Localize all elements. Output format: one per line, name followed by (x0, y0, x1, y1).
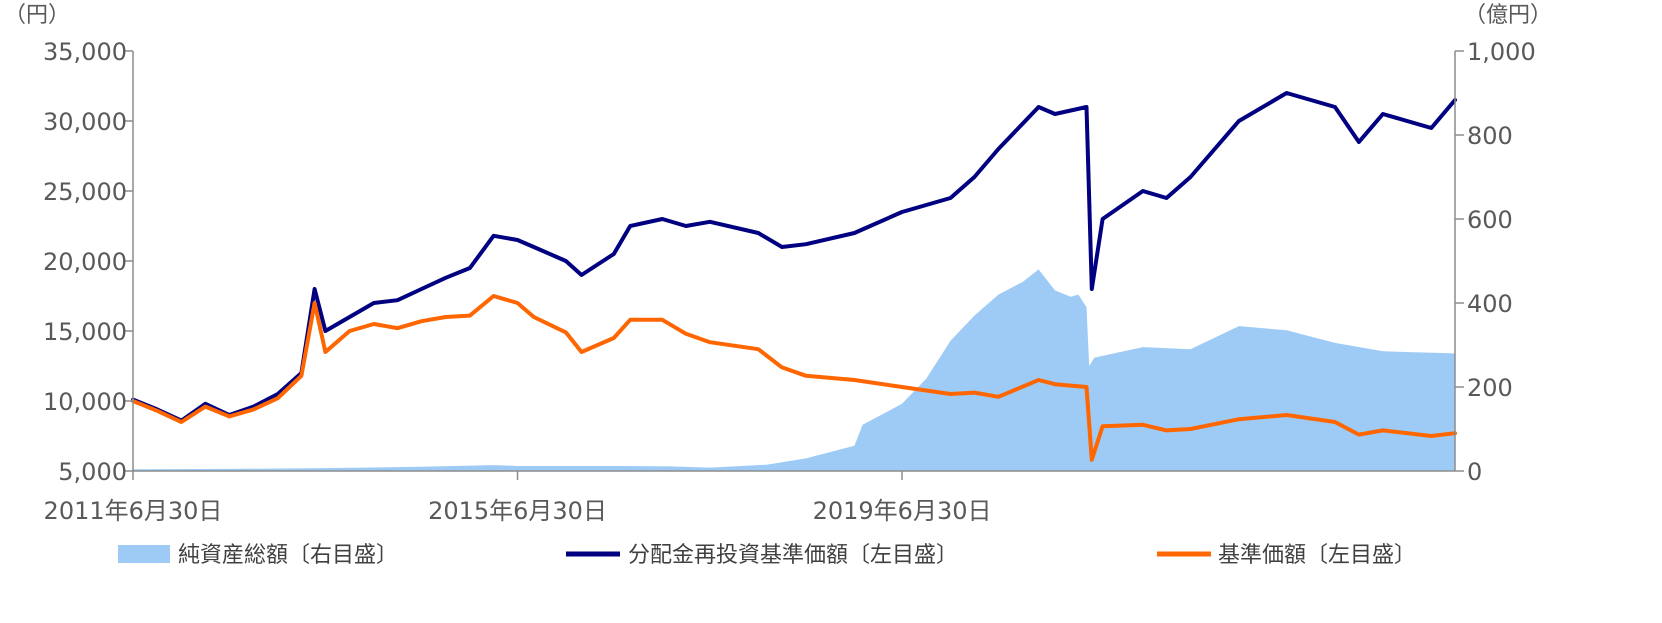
right-tick-label: 200 (1467, 374, 1513, 402)
right-tick-label: 1,000 (1467, 38, 1536, 66)
legend-item-nav: 基準価額〔左目盛〕 (1157, 543, 1416, 568)
series-line-nav (131, 294, 1457, 462)
right-tick-label: 0 (1467, 458, 1482, 486)
left-tick-label: 15,000 (43, 318, 127, 346)
series-line-reinvested-nav (131, 91, 1457, 423)
left-tick-label: 10,000 (43, 388, 127, 416)
area-layer (133, 269, 1455, 471)
left-tick-label: 30,000 (43, 108, 127, 136)
line-layer (131, 91, 1457, 462)
right-tick-label: 800 (1467, 122, 1513, 150)
x-axis: 2011年6月30日 2015年6月30日 2019年6月30日 (44, 470, 1455, 525)
x-tick-label: 2019年6月30日 (813, 497, 992, 525)
left-axis-unit: （円） (4, 3, 70, 28)
legend-label-reinvested-nav: 分配金再投資基準価額〔左目盛〕 (628, 543, 958, 568)
legend-label-net-assets: 純資産総額〔右目盛〕 (178, 543, 398, 568)
right-axis: （億円） 1,000 800 600 400 200 0 (1454, 3, 1552, 486)
legend-swatch-net-assets (118, 545, 170, 563)
legend-label-nav: 基準価額〔左目盛〕 (1218, 543, 1416, 568)
legend-item-net-assets: 純資産総額〔右目盛〕 (118, 543, 398, 568)
series-area-net-assets (133, 269, 1455, 471)
left-axis: （円） 35,000 30,000 25,000 20,000 15,000 10,000… (4, 3, 134, 486)
right-axis-unit: （億円） (1464, 3, 1552, 28)
left-tick-label: 20,000 (43, 248, 127, 276)
left-tick-label: 35,000 (43, 38, 127, 66)
legend: 純資産総額〔右目盛〕 分配金再投資基準価額〔左目盛〕 基準価額〔左目盛〕 (118, 543, 1416, 568)
right-tick-label: 400 (1467, 290, 1513, 318)
x-tick-label: 2011年6月30日 (44, 497, 223, 525)
left-tick-label: 5,000 (58, 458, 127, 486)
legend-item-reinvested-nav: 分配金再投資基準価額〔左目盛〕 (566, 543, 958, 568)
left-tick-label: 25,000 (43, 178, 127, 206)
right-tick-label: 600 (1467, 206, 1513, 234)
x-tick-label: 2015年6月30日 (428, 497, 607, 525)
